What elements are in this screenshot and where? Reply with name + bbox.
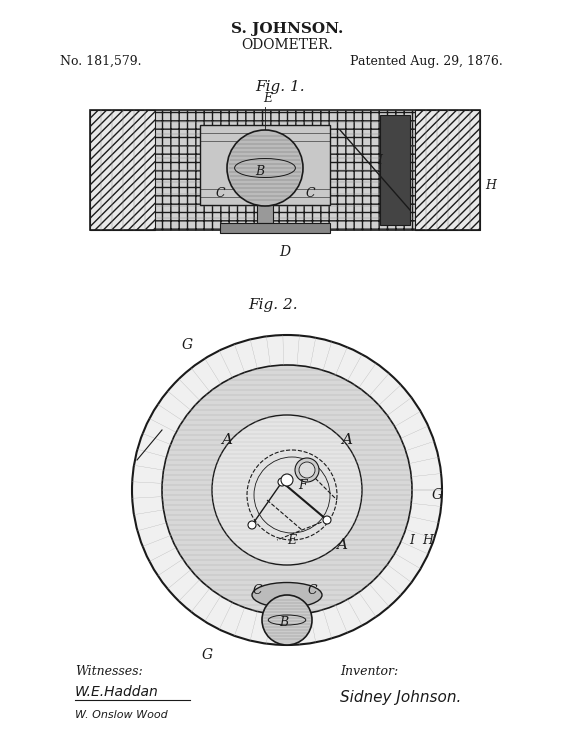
Circle shape xyxy=(295,458,319,482)
Bar xyxy=(200,125,330,205)
Text: Fig. 1.: Fig. 1. xyxy=(255,80,305,94)
Bar xyxy=(90,110,480,230)
Bar xyxy=(257,205,273,223)
Text: Patented Aug. 29, 1876.: Patented Aug. 29, 1876. xyxy=(350,55,503,68)
Bar xyxy=(155,110,415,230)
Circle shape xyxy=(132,335,442,645)
Text: F: F xyxy=(298,479,307,491)
Text: I: I xyxy=(378,154,382,166)
Circle shape xyxy=(281,474,293,486)
Ellipse shape xyxy=(252,582,322,608)
Bar xyxy=(90,110,155,230)
Text: A: A xyxy=(336,538,347,552)
Text: H: H xyxy=(422,533,433,547)
Text: A: A xyxy=(222,433,232,447)
Bar xyxy=(220,223,330,233)
Circle shape xyxy=(248,521,256,529)
Text: E: E xyxy=(263,92,273,105)
Text: Fig. 2.: Fig. 2. xyxy=(248,298,298,312)
Text: G: G xyxy=(181,338,192,352)
Bar xyxy=(415,110,480,230)
Text: No. 181,579.: No. 181,579. xyxy=(60,55,142,68)
Text: G: G xyxy=(432,488,443,502)
Text: A: A xyxy=(342,433,352,447)
Circle shape xyxy=(299,462,315,478)
Text: C: C xyxy=(307,583,317,597)
Text: B: B xyxy=(280,616,289,628)
Circle shape xyxy=(212,415,362,565)
Text: I: I xyxy=(409,533,414,547)
Text: W. Onslow Wood: W. Onslow Wood xyxy=(75,710,168,720)
Circle shape xyxy=(323,516,331,524)
Text: C: C xyxy=(305,186,315,200)
Text: ODOMETER.: ODOMETER. xyxy=(241,38,333,52)
Text: W.E.Haddan: W.E.Haddan xyxy=(75,685,159,699)
Text: S. JOHNSON.: S. JOHNSON. xyxy=(231,22,343,36)
Text: C: C xyxy=(215,186,225,200)
Text: Witnesses:: Witnesses: xyxy=(75,665,143,678)
Circle shape xyxy=(162,365,412,615)
Text: H: H xyxy=(485,179,496,191)
Bar xyxy=(380,115,410,225)
Text: D: D xyxy=(280,245,290,259)
Text: Inventor:: Inventor: xyxy=(340,665,398,678)
Circle shape xyxy=(262,595,312,645)
Circle shape xyxy=(303,466,311,474)
Text: G: G xyxy=(201,648,212,662)
Circle shape xyxy=(278,478,286,486)
Text: C: C xyxy=(252,583,262,597)
Text: Sidney Johnson.: Sidney Johnson. xyxy=(340,690,461,705)
Circle shape xyxy=(227,130,303,206)
Text: B: B xyxy=(255,165,265,177)
Text: E: E xyxy=(288,533,297,547)
